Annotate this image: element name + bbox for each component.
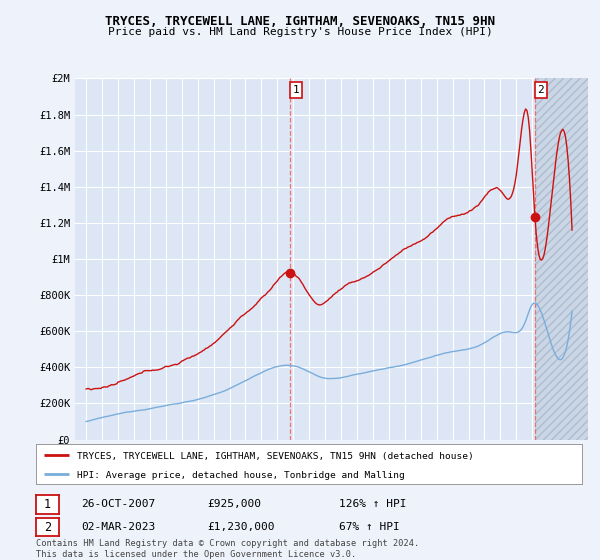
Text: 02-MAR-2023: 02-MAR-2023 [81, 522, 155, 532]
Text: 1: 1 [44, 498, 51, 511]
Text: 2: 2 [538, 85, 544, 95]
Text: Price paid vs. HM Land Registry's House Price Index (HPI): Price paid vs. HM Land Registry's House … [107, 27, 493, 37]
Text: £925,000: £925,000 [207, 500, 261, 509]
Text: 2: 2 [44, 521, 51, 534]
Text: £1,230,000: £1,230,000 [207, 522, 275, 532]
Text: HPI: Average price, detached house, Tonbridge and Malling: HPI: Average price, detached house, Tonb… [77, 472, 404, 480]
Text: 1: 1 [293, 85, 299, 95]
Text: 67% ↑ HPI: 67% ↑ HPI [339, 522, 400, 532]
Text: 126% ↑ HPI: 126% ↑ HPI [339, 500, 407, 509]
Text: 26-OCT-2007: 26-OCT-2007 [81, 500, 155, 509]
Bar [535, 78, 588, 440]
Text: TRYCES, TRYCEWELL LANE, IGHTHAM, SEVENOAKS, TN15 9HN (detached house): TRYCES, TRYCEWELL LANE, IGHTHAM, SEVENOA… [77, 452, 474, 461]
Text: Contains HM Land Registry data © Crown copyright and database right 2024.
This d: Contains HM Land Registry data © Crown c… [36, 539, 419, 559]
Text: TRYCES, TRYCEWELL LANE, IGHTHAM, SEVENOAKS, TN15 9HN: TRYCES, TRYCEWELL LANE, IGHTHAM, SEVENOA… [105, 15, 495, 28]
